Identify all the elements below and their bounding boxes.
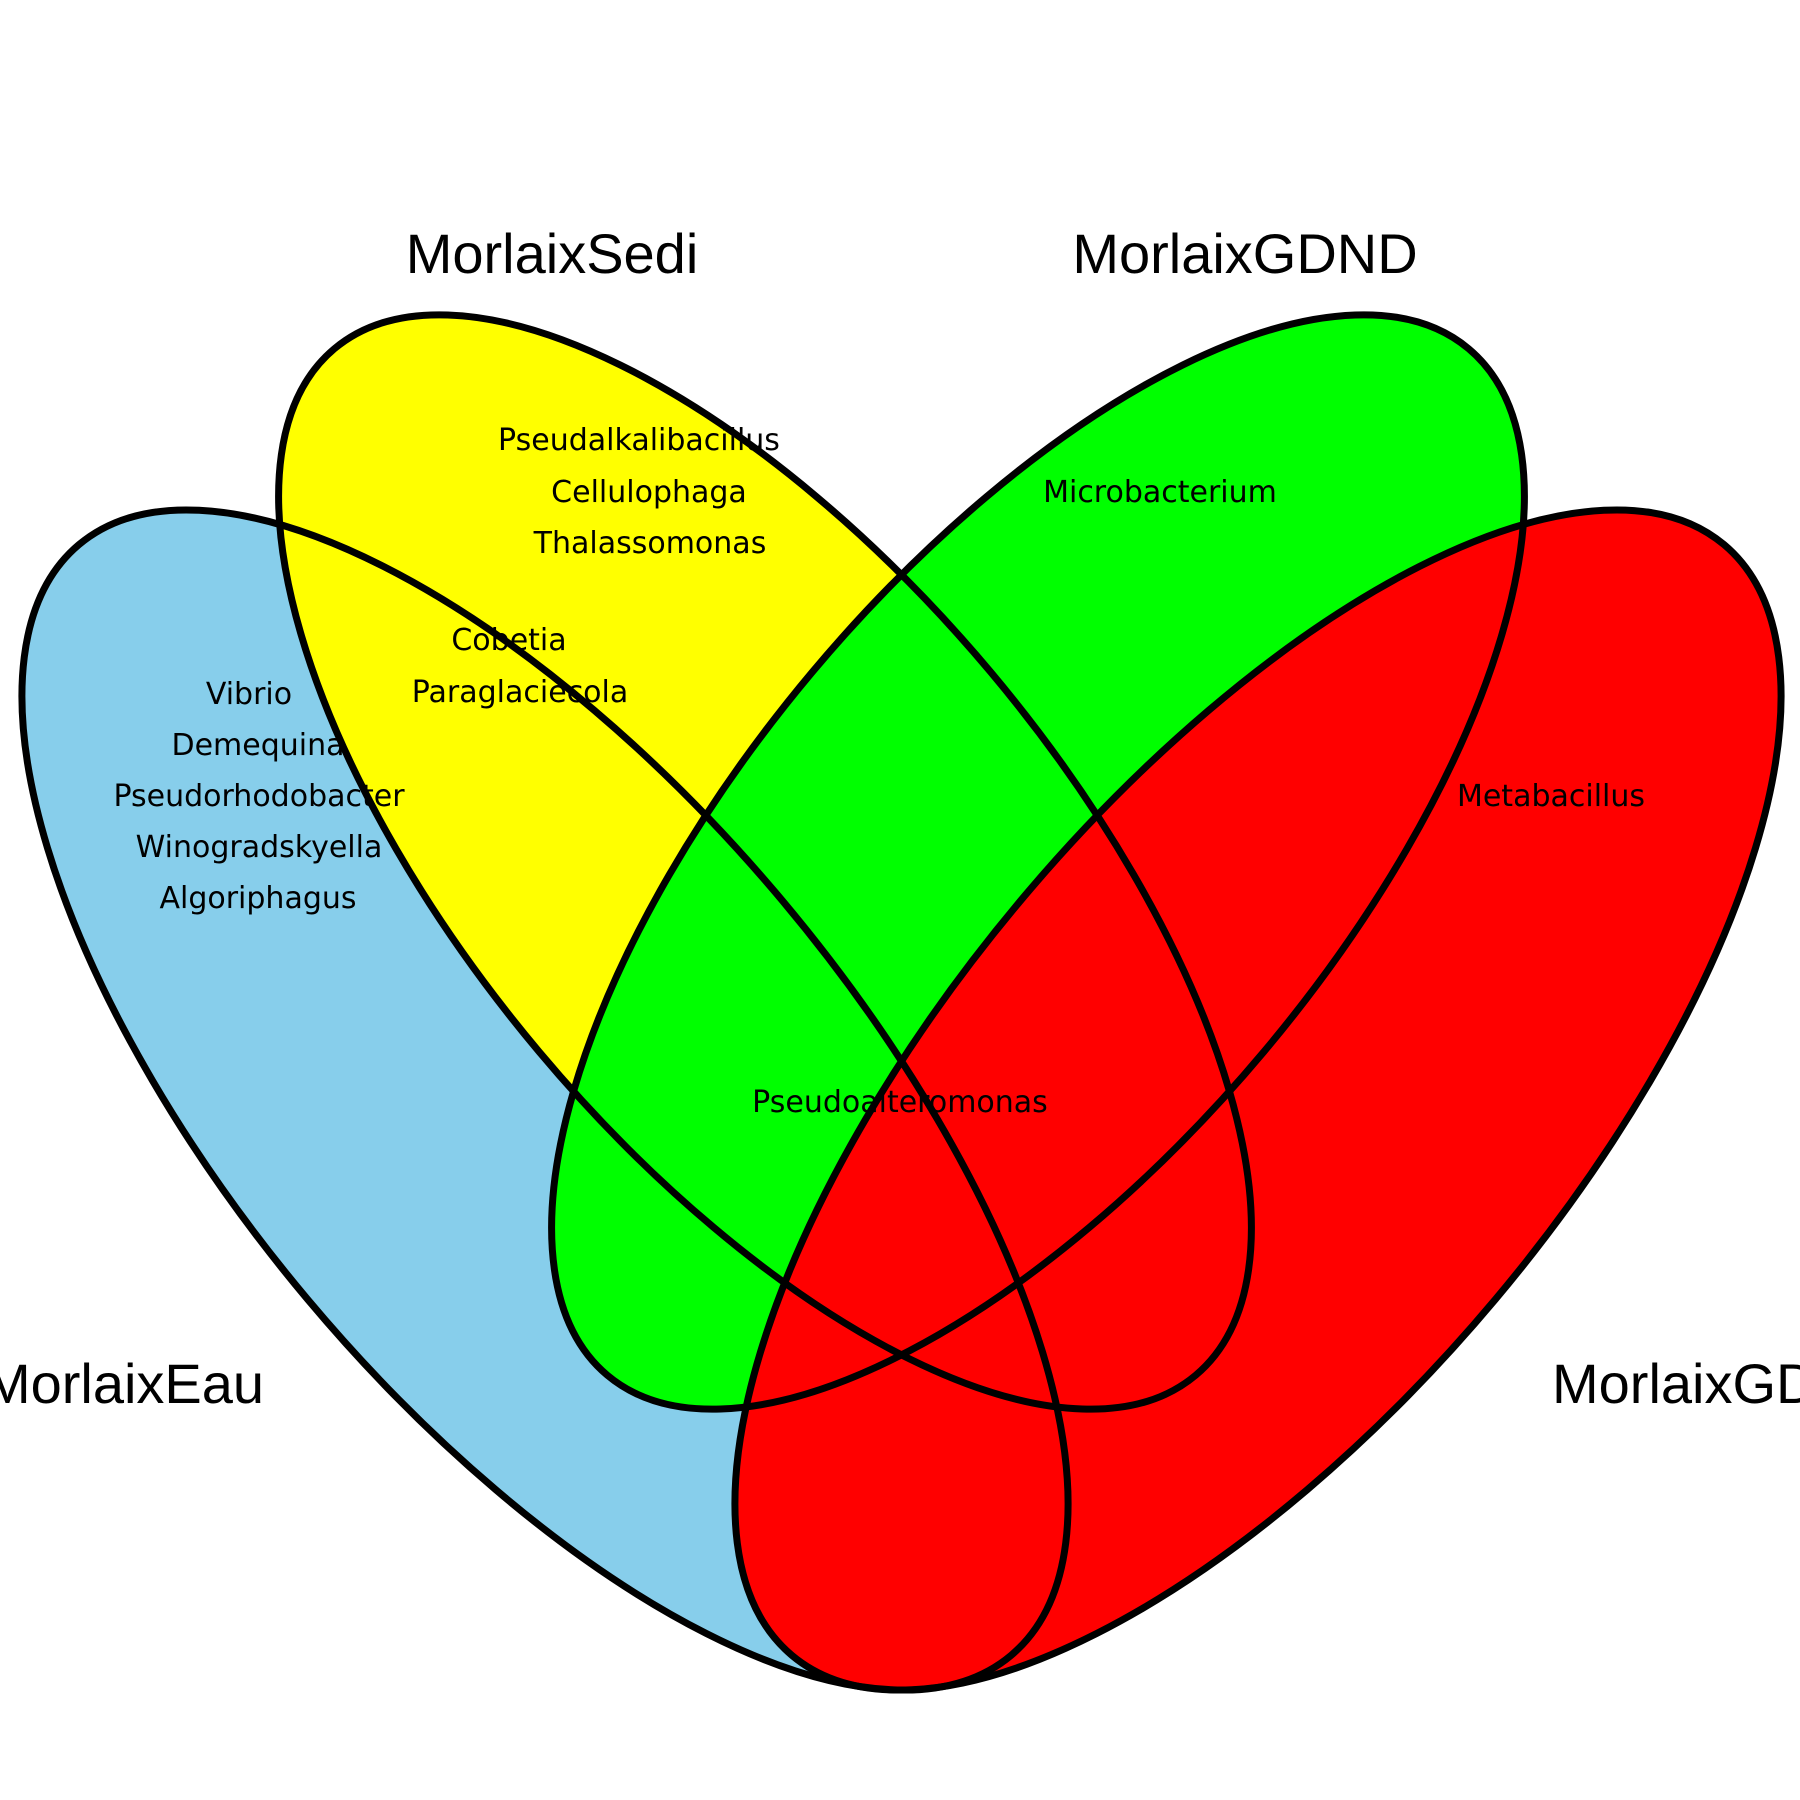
region-d-only: Metabacillus [1457, 779, 1645, 814]
list-item: Pseudorhodobacter [113, 779, 405, 814]
set-d-outline [731, 506, 1785, 1694]
region-ab: Cobetia Paraglaciecola [412, 623, 628, 710]
list-item: Pseudalkalibacillus [498, 423, 780, 458]
region-a-only: Vibrio Demequina Pseudorhodobacter Winog… [113, 677, 405, 916]
list-item: Thalassomonas [533, 526, 767, 561]
set-d-label: MorlaixGD [1552, 1352, 1800, 1415]
set-b-outline [275, 311, 1255, 1413]
set-outlines [18, 311, 1785, 1694]
list-item: Winogradskyella [136, 830, 383, 865]
list-item: Vibrio [206, 677, 292, 712]
list-item: Metabacillus [1457, 779, 1645, 814]
region-b-only: Pseudalkalibacillus Cellulophaga Thalass… [498, 423, 780, 561]
set-c-label: MorlaixGDND [1072, 222, 1417, 285]
region-c-only: Microbacterium [1043, 475, 1277, 510]
list-item: Demequina [171, 728, 344, 763]
set-a-label: MorlaixEau [0, 1352, 264, 1415]
set-a-outline [18, 506, 1072, 1694]
list-item: Cellulophaga [551, 475, 747, 510]
list-item: Microbacterium [1043, 475, 1277, 510]
region-center: Pseudoalteromonas [752, 1085, 1048, 1120]
set-b-label: MorlaixSedi [406, 222, 699, 285]
set-c-ellipse [551, 314, 1525, 1410]
list-item: Paraglaciecola [412, 675, 628, 710]
list-item: Pseudoalteromonas [752, 1085, 1048, 1120]
list-item: Cobetia [451, 623, 566, 658]
list-item: Algoriphagus [159, 881, 356, 916]
set-fills [21, 314, 1782, 1691]
set-c-outline [548, 311, 1528, 1413]
